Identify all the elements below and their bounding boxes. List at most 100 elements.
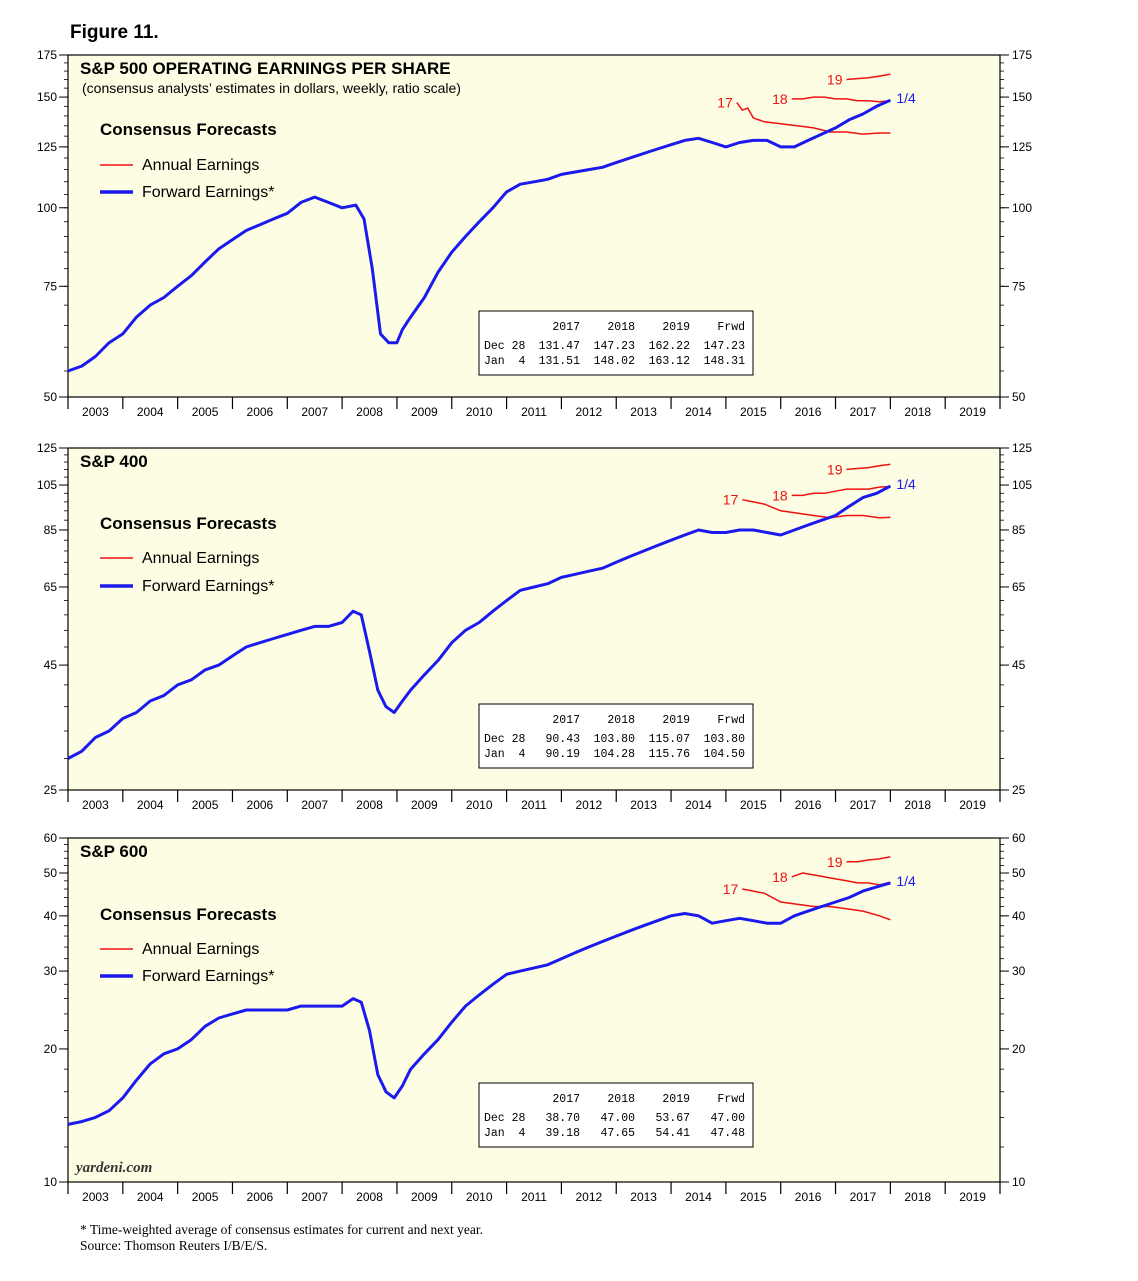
x-tick-label: 2013: [630, 405, 657, 419]
y-tick-label-left: 40: [44, 909, 58, 923]
x-tick-label: 2006: [247, 405, 274, 419]
data-table-cell: 47.65: [600, 1127, 635, 1140]
x-tick-label: 2004: [137, 405, 164, 419]
series-annual-2017: [736, 102, 891, 135]
y-tick-label-right: 85: [1012, 523, 1026, 537]
data-table-header: 2019: [662, 1093, 690, 1106]
data-table-box: [478, 703, 754, 769]
data-table-cell: 53.67: [655, 1112, 690, 1125]
data-table-cell: 147.23: [594, 340, 636, 353]
chart-title: S&P 600: [80, 842, 148, 861]
y-tick-label-left: 125: [37, 140, 57, 154]
legend-title: Consensus Forecasts: [100, 120, 277, 139]
data-table-row-label: Jan 4: [484, 355, 526, 368]
series-annual-2018: [791, 96, 891, 103]
data-table-row-label: Dec 28: [484, 340, 526, 353]
x-tick-label: 2005: [192, 1190, 219, 1204]
data-table-cell: 115.76: [649, 748, 691, 761]
y-tick-label-right: 65: [1012, 580, 1026, 594]
x-tick-label: 2012: [575, 798, 602, 812]
x-tick-label: 2018: [904, 405, 931, 419]
series-forward: [67, 484, 892, 760]
series-annual-2018: [791, 485, 891, 497]
data-table-cell: 131.47: [539, 340, 580, 353]
x-tick-label: 2003: [82, 1190, 109, 1204]
x-tick-label: 2009: [411, 1190, 438, 1204]
y-tick-label-right: 150: [1012, 90, 1032, 104]
y-tick-label-left: 30: [44, 964, 58, 978]
data-table-header: 2019: [662, 321, 690, 334]
y-tick-label-right: 40: [1012, 909, 1026, 923]
x-tick-label: 2015: [740, 405, 767, 419]
x-tick-label: 2011: [521, 798, 547, 812]
x-tick-label: 2005: [192, 798, 219, 812]
data-table-row-label: Dec 28: [484, 1112, 526, 1125]
legend-title: Consensus Forecasts: [100, 514, 277, 533]
x-tick-label: 2015: [740, 798, 767, 812]
x-tick-label: 2008: [356, 405, 383, 419]
y-tick-label-left: 125: [37, 441, 57, 455]
data-table-header: Frwd: [717, 714, 745, 727]
series-label-2018: 18: [772, 869, 788, 885]
y-tick-label-right: 100: [1012, 201, 1032, 215]
y-tick-label-right: 50: [1012, 866, 1026, 880]
x-tick-label: 2012: [575, 405, 602, 419]
data-table-cell: 104.50: [704, 748, 746, 761]
series-annual-2019: [846, 856, 891, 863]
x-tick-label: 2008: [356, 798, 383, 812]
legend-forward-label: Forward Earnings*: [142, 968, 275, 985]
y-tick-label-left: 100: [37, 201, 57, 215]
series-label-2017: 17: [717, 95, 733, 111]
data-table-cell: 47.48: [710, 1127, 745, 1140]
y-tick-label-left: 60: [44, 831, 58, 845]
y-tick-label-left: 50: [44, 390, 58, 404]
y-tick-label-left: 25: [44, 783, 58, 797]
x-tick-label: 2019: [959, 405, 986, 419]
y-tick-label-right: 20: [1012, 1042, 1026, 1056]
legend-title: Consensus Forecasts: [100, 905, 277, 924]
series-annual-2017: [742, 498, 891, 519]
x-tick-label: 2016: [795, 1190, 822, 1204]
x-tick-label: 2007: [301, 1190, 328, 1204]
chart-sp500: 50 50 75 75 100 100 125 125 150 150 175 175 2003 2004…: [37, 48, 1032, 419]
series-forward: [67, 881, 891, 1126]
legend-forward-label: Forward Earnings*: [142, 578, 275, 595]
x-tick-label: 2011: [521, 1190, 547, 1204]
y-tick-label-left: 65: [44, 580, 58, 594]
x-tick-label: 2014: [685, 405, 712, 419]
data-table-header: 2018: [607, 1093, 635, 1106]
x-tick-label: 2013: [630, 798, 657, 812]
series-forward: [67, 98, 892, 373]
y-tick-label-right: 125: [1012, 140, 1032, 154]
data-table-row-label: Jan 4: [484, 748, 526, 761]
x-tick-label: 2009: [411, 798, 438, 812]
data-table-header: 2019: [662, 714, 690, 727]
y-tick-label-right: 125: [1012, 441, 1032, 455]
data-table-row-label: Jan 4: [484, 1127, 526, 1140]
data-table-cell: 103.80: [594, 733, 636, 746]
data-table-cell: 115.07: [649, 733, 690, 746]
x-tick-label: 2019: [959, 1190, 986, 1204]
x-tick-label: 2008: [356, 1190, 383, 1204]
data-table-cell: 47.00: [600, 1112, 635, 1125]
x-tick-label: 2014: [685, 798, 712, 812]
x-tick-label: 2012: [575, 1190, 602, 1204]
data-table-cell: 90.43: [545, 733, 580, 746]
x-tick-label: 2017: [850, 1190, 877, 1204]
data-table-header: 2017: [552, 1093, 580, 1106]
series-label-2019: 19: [827, 461, 843, 477]
y-tick-label-right: 105: [1012, 478, 1032, 492]
y-tick-label-left: 75: [44, 279, 58, 293]
x-tick-label: 2017: [850, 405, 877, 419]
series-annual-2019: [846, 463, 891, 471]
x-tick-label: 2011: [521, 405, 547, 419]
series-label-forward: 1/4: [896, 90, 916, 106]
x-tick-label: 2010: [466, 798, 493, 812]
data-table-header: 2017: [552, 714, 580, 727]
chart-subtitle: (consensus analysts’ estimates in dollar…: [82, 80, 461, 96]
x-tick-label: 2003: [82, 405, 109, 419]
legend-annual-label: Annual Earnings: [142, 550, 259, 567]
data-table-header: Frwd: [717, 1093, 745, 1106]
data-table-cell: 54.41: [655, 1127, 690, 1140]
y-tick-label-left: 175: [37, 48, 57, 62]
